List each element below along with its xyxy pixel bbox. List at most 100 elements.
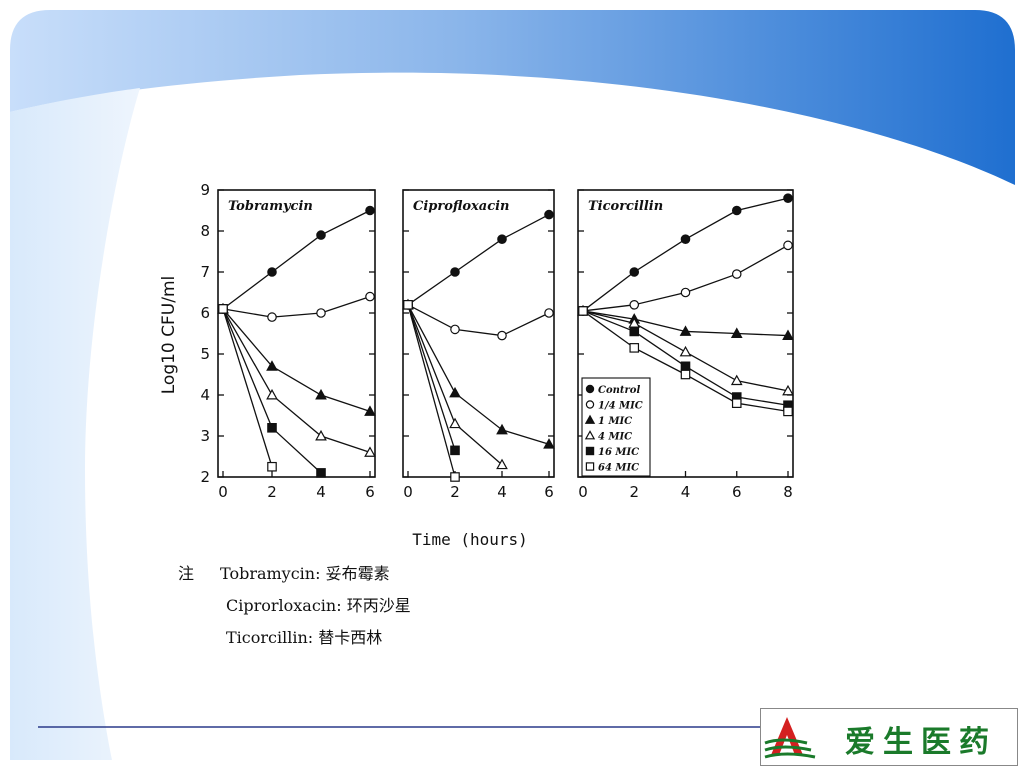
- series-line: [222, 308, 371, 413]
- x-axis-label: Time (hours): [412, 530, 528, 549]
- data-point: [497, 330, 507, 341]
- marker-legend: Control 1/4 MIC 1 MIC 4 MIC 16 MIC 64 MIC: [581, 377, 651, 477]
- side-panel: [10, 88, 140, 760]
- data-point: [449, 386, 461, 398]
- data-point: [731, 205, 742, 216]
- panel-title: Tobramycin: [228, 199, 313, 214]
- data-point: [267, 267, 277, 277]
- data-point: [680, 361, 691, 372]
- x-tick-label: 8: [783, 483, 793, 501]
- company-logo: 爱生医药: [760, 708, 1018, 766]
- series-line: [407, 304, 456, 478]
- legend-box: [581, 377, 651, 477]
- x-tick-label: 4: [316, 483, 326, 501]
- data-point: [782, 329, 794, 341]
- series-filled-triangle: [402, 298, 555, 449]
- y-tick-label: 5: [200, 345, 210, 363]
- legend-entry: 16 MIC: [598, 447, 639, 458]
- series-line: [407, 304, 456, 451]
- data-point: [315, 388, 327, 400]
- data-point: [584, 414, 596, 424]
- data-point: [679, 325, 692, 336]
- data-point: [403, 299, 413, 310]
- series-open-circle: [403, 300, 554, 341]
- note-tobramycin: Tobramycin: 妥布霉素: [220, 564, 390, 583]
- data-point: [544, 209, 554, 220]
- legend-entry: 1/4 MIC: [598, 401, 643, 412]
- data-point: [543, 438, 555, 449]
- data-point: [316, 230, 326, 240]
- x-tick-label: 6: [732, 483, 742, 501]
- panel-frame: [217, 189, 376, 478]
- x-tick-label: 0: [578, 483, 588, 501]
- data-point: [496, 423, 508, 435]
- data-point: [266, 360, 278, 371]
- logo-text: 爱生医药: [845, 725, 997, 760]
- series-open-circle: [218, 291, 375, 322]
- series-filled-square: [403, 299, 460, 456]
- data-point: [496, 458, 508, 470]
- data-point: [730, 374, 743, 386]
- data-point: [364, 446, 376, 457]
- series-filled-triangle: [577, 304, 794, 341]
- data-point: [316, 468, 326, 478]
- data-point: [544, 308, 554, 318]
- data-point: [584, 430, 596, 440]
- header-band: [10, 10, 1015, 185]
- series-line: [222, 308, 371, 454]
- y-tick-label: 8: [200, 222, 210, 240]
- y-tick-label: 7: [200, 263, 210, 281]
- panel-title: Ciprofloxacin: [413, 199, 510, 214]
- data-point: [267, 423, 277, 433]
- data-point: [218, 304, 228, 314]
- data-point: [449, 417, 461, 429]
- series-open-square: [578, 306, 793, 417]
- x-tick-label: 2: [450, 483, 460, 501]
- note-ciprofloxacin: Ciprorloxacin: 环丙沙星: [226, 596, 411, 615]
- x-tick-label: 0: [403, 483, 413, 501]
- data-point: [629, 267, 640, 277]
- data-point: [267, 312, 277, 322]
- data-point: [450, 445, 460, 456]
- data-point: [629, 343, 640, 353]
- data-point: [365, 205, 375, 216]
- y-axis-label: Log10 CFU/ml: [159, 276, 179, 395]
- series-filled-circle: [403, 209, 554, 310]
- data-point: [680, 234, 691, 244]
- series-line: [222, 209, 371, 310]
- y-tick-label: 4: [200, 386, 210, 404]
- panel-ticorcillin: Ticorcillin 0 2 4 6 8 Control 1/4 MIC 1 MIC 4 MIC…: [577, 189, 794, 501]
- series-line: [222, 295, 371, 318]
- data-point: [450, 324, 460, 335]
- y-tick-label: 3: [200, 427, 210, 445]
- data-point: [364, 405, 376, 416]
- x-tick-label: 6: [365, 483, 375, 501]
- legend-entry: 1 MIC: [598, 416, 632, 427]
- data-point: [680, 287, 691, 298]
- data-point: [585, 462, 595, 471]
- data-point: [497, 234, 507, 244]
- data-point: [585, 384, 595, 394]
- data-point: [730, 327, 743, 338]
- data-point: [267, 461, 277, 472]
- data-point: [679, 345, 692, 357]
- data-point: [316, 308, 326, 318]
- series-filled-circle: [218, 205, 375, 314]
- x-tick-label: 4: [497, 483, 507, 501]
- data-point: [731, 269, 742, 279]
- data-point: [680, 369, 691, 380]
- data-point: [782, 384, 794, 396]
- series-open-triangle: [577, 304, 794, 396]
- x-tick-label: 6: [544, 483, 554, 501]
- series-filled-triangle: [217, 302, 376, 416]
- data-point: [629, 300, 640, 310]
- data-point: [783, 193, 793, 203]
- series-open-circle: [578, 240, 793, 316]
- series-line: [407, 214, 550, 306]
- note-line-1: 注 Tobramycin: 妥布霉素: [178, 560, 390, 584]
- logo-mark-icon: [764, 717, 816, 759]
- data-point: [365, 291, 375, 302]
- series-line: [407, 304, 550, 337]
- series-line: [407, 304, 550, 445]
